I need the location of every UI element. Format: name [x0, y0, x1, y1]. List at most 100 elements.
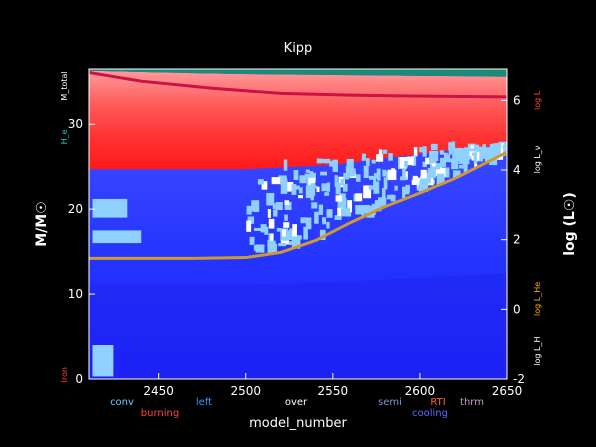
convection-patch: [291, 183, 297, 195]
convection-patch: [273, 209, 278, 217]
y-tick-label: 10: [68, 287, 83, 301]
convection-patch: [492, 143, 499, 147]
x-tick-label: 2550: [318, 384, 349, 398]
convection-patch: [292, 224, 297, 237]
convection-patch: [291, 235, 301, 249]
convection-patch: [322, 158, 330, 163]
convection-patches: [92, 141, 507, 377]
legend-entry: burning: [141, 408, 179, 419]
convection-patch: [303, 226, 308, 240]
convection-patch: [309, 171, 314, 178]
convection-patch: [340, 208, 350, 217]
convection-patch: [399, 156, 408, 169]
core-shade-region: [89, 273, 507, 379]
y2-axis: -2 0 2 4 6: [501, 93, 525, 386]
convection-patch: [376, 168, 381, 181]
convection-patch: [432, 163, 437, 167]
convection-patch: [295, 185, 300, 190]
convection-patch: [346, 158, 354, 171]
convection-patch: [278, 242, 286, 247]
convection-patch: [439, 157, 447, 167]
y-axis: 0 10 20 30: [68, 117, 95, 386]
y-axis-label: M/M☉: [34, 201, 50, 247]
convection-patch: [404, 160, 408, 168]
convection-patch: [463, 147, 472, 157]
legend-entry: cooling: [412, 408, 448, 419]
convection-patch: [347, 200, 353, 213]
convection-patch: [266, 192, 275, 206]
x-axis: 2450 2500 2550 2600 2650: [143, 373, 522, 398]
convection-patch: [261, 181, 268, 190]
convection-patch: [412, 155, 417, 166]
convection-patch: [422, 146, 427, 157]
x-tick-label: 2500: [230, 384, 261, 398]
convection-patch: [316, 186, 320, 192]
convection-patch: [413, 147, 418, 157]
convection-patch: [473, 144, 479, 156]
convection-patch: [375, 201, 382, 212]
convection-patch: [310, 183, 316, 196]
plot-frame: [88, 68, 508, 380]
convection-patch: [444, 152, 448, 159]
convection-patch: [284, 201, 292, 211]
convection-patch: [335, 195, 342, 202]
convection-patch: [390, 194, 396, 202]
convection-patch: [363, 165, 369, 179]
convection-patch: [378, 149, 382, 158]
convection-patch: [490, 146, 497, 158]
convection-patch: [388, 153, 393, 161]
convection-patch: [326, 209, 333, 218]
convection-patch: [373, 173, 378, 179]
convection-patch: [368, 175, 376, 180]
convection-patch: [360, 204, 370, 214]
convection-patch: [304, 173, 312, 179]
convection-patch: [366, 205, 375, 218]
convection-patch: [270, 233, 274, 245]
convection-patch: [308, 177, 316, 185]
convection-patch: [463, 161, 468, 172]
convection-patch: [288, 241, 296, 245]
convection-patch: [267, 209, 271, 218]
convection-patch: [283, 159, 288, 171]
convection-patch: [305, 217, 312, 230]
convection-patch: [406, 156, 414, 166]
convection-patch: [402, 186, 406, 198]
convection-patch: [293, 235, 302, 240]
convection-patch: [282, 229, 286, 237]
convection-patch: [412, 175, 418, 180]
y2-tick-label: 2: [513, 233, 521, 247]
convection-patch: [429, 150, 434, 164]
convection-patch: [324, 192, 330, 196]
convection-patch: [284, 214, 288, 221]
convection-patch: [361, 208, 365, 216]
convection-patch: [356, 174, 361, 182]
y-tick-label: 20: [68, 202, 83, 216]
convection-patch: [470, 145, 474, 149]
convection-patch: [326, 182, 331, 192]
convection-shell: [92, 198, 128, 218]
y-tick-label: 0: [75, 372, 83, 386]
y-tick-label: 30: [68, 117, 83, 131]
left-side-label: H_e: [60, 129, 69, 144]
convection-patch: [355, 193, 363, 202]
convection-patch: [503, 142, 507, 153]
convection-patch: [275, 202, 283, 211]
convection-patch: [381, 188, 386, 200]
convection-patch: [376, 154, 384, 162]
convection-patch: [322, 217, 326, 224]
y2-tick-label: 6: [513, 93, 521, 107]
convection-patch: [260, 224, 267, 233]
convection-patch: [319, 229, 326, 241]
legend-entry: left: [196, 397, 212, 408]
convection-patch: [420, 169, 427, 179]
convection-patch: [419, 147, 423, 153]
x-tick-label: 2600: [405, 384, 436, 398]
convection-patch: [300, 217, 306, 224]
convection-patch: [483, 147, 492, 154]
plot-area: [89, 69, 507, 379]
convection-patch: [452, 170, 461, 178]
legend-entry: semi: [378, 397, 402, 408]
